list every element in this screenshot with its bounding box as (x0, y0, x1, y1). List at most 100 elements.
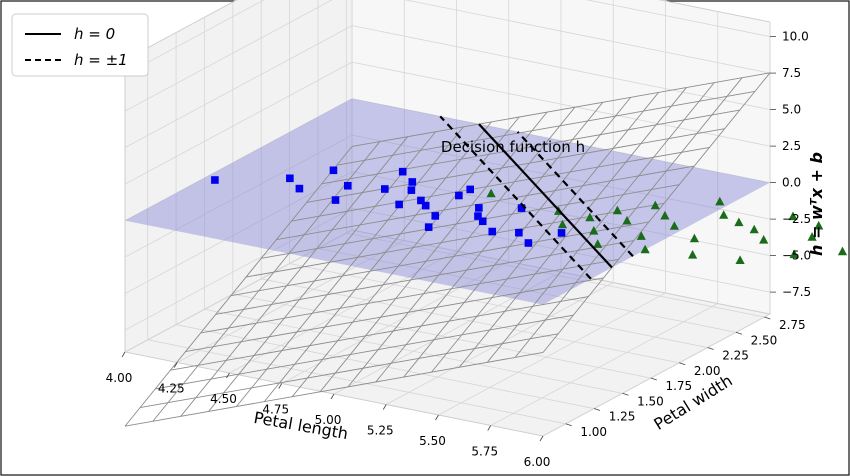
x-tick-mark (121, 351, 126, 358)
point-class0 (395, 200, 403, 209)
zero-plane-layer (125, 98, 770, 305)
y-tick-label: 1.50 (637, 394, 664, 408)
back-grid-z (585, 0, 771, 37)
point-class1 (814, 220, 824, 230)
surface-line-x (263, 121, 492, 402)
y-tick-mark (622, 392, 629, 396)
x-tick-label: 5.25 (367, 424, 394, 438)
scatter-points (211, 166, 848, 264)
surface-line-x (431, 92, 659, 373)
point-class1 (650, 200, 660, 210)
point-class0 (478, 217, 487, 226)
surface-line-y (351, 72, 771, 147)
point-class0 (466, 185, 474, 194)
point-class0 (331, 196, 340, 204)
point-class1 (734, 217, 744, 227)
floor-grid-x (124, 229, 353, 353)
point-class0 (515, 228, 523, 237)
point-class1 (589, 226, 599, 235)
surface-line-x (180, 136, 409, 417)
z-tick-label: 10.0 (782, 30, 809, 44)
point-class1 (622, 215, 632, 225)
x-tick-mark (330, 393, 335, 400)
surface-line-y (276, 165, 695, 241)
floor-grid-x (386, 282, 614, 405)
left-grid-z (124, 61, 353, 185)
z-tick-label: 7.5 (782, 66, 801, 80)
floor-grid-y (289, 263, 708, 348)
point-class1 (759, 235, 769, 244)
surface-line-x (236, 126, 464, 407)
floor-grid-y (204, 308, 623, 394)
annotation-decision-function: Decision function h (441, 138, 585, 156)
z-tick-label: 5.0 (782, 103, 801, 117)
y-tick-label: 2.00 (694, 364, 721, 378)
legend-label-h0: h = 0 (74, 25, 115, 43)
point-class0 (417, 196, 425, 205)
point-class0 (343, 181, 352, 190)
surface-line-y (215, 240, 634, 315)
surface-line-y (170, 296, 589, 371)
legend: h = 0 h = ±1 (11, 13, 149, 77)
point-class1 (593, 239, 603, 248)
floor-grid-x (438, 292, 666, 416)
z-axis-label: h = wᵀx + b (807, 152, 826, 256)
left-grid-z (124, 171, 353, 294)
y-tick-label: 2.50 (751, 333, 778, 347)
point-class1 (636, 231, 646, 240)
floor-grid-x (542, 313, 771, 437)
surface-line-x (347, 106, 576, 388)
point-class0 (286, 174, 294, 183)
point-class0 (407, 186, 416, 194)
point-class0 (381, 185, 389, 193)
x-tick-label: 4.75 (262, 403, 289, 417)
point-class0 (488, 227, 497, 236)
surface-line-y (261, 184, 680, 259)
point-class1 (612, 205, 622, 215)
surface-line-x (152, 141, 381, 422)
z-tick-label: −5.0 (782, 249, 811, 263)
point-class1 (557, 219, 568, 229)
point-class1 (837, 246, 848, 256)
floor-grid-y (261, 278, 680, 364)
left-grid-z (124, 25, 353, 148)
z-tick-label: 0.0 (782, 176, 801, 190)
decision-lines (439, 115, 634, 280)
surface-line-y (124, 352, 544, 427)
y-tick-label: 2.25 (722, 349, 749, 363)
left-grid-z (124, 207, 353, 331)
point-class0 (557, 229, 566, 237)
point-class0 (475, 204, 483, 212)
point-class0 (295, 184, 304, 193)
surface-line-x (486, 82, 715, 363)
surface-line-x (514, 77, 743, 358)
point-class1 (660, 210, 670, 220)
point-class1 (749, 224, 759, 234)
left-grid-z (124, 134, 353, 258)
x-tick-label: 4.00 (106, 371, 133, 385)
point-class1 (735, 255, 745, 264)
point-class0 (431, 212, 440, 220)
point-class1 (715, 196, 725, 206)
point-class1 (788, 211, 798, 221)
left-grid-z (124, 98, 353, 221)
point-class1 (719, 210, 729, 219)
point-class0 (455, 191, 463, 200)
surface-line-x (319, 111, 548, 393)
back-grid-z (351, 61, 771, 147)
surface-line-x (542, 72, 771, 353)
surface-line-y (185, 277, 604, 353)
x-tick-mark (382, 404, 387, 410)
y-tick-mark (764, 316, 771, 320)
x-tick-label: 4.50 (210, 392, 237, 406)
x-tick-label: 5.00 (315, 413, 342, 427)
y-tick-label: 1.75 (665, 379, 692, 393)
z-tick-label: −7.5 (782, 285, 811, 299)
surface-line-x (208, 131, 436, 412)
point-class0 (329, 166, 338, 175)
point-class1 (688, 250, 698, 259)
y-tick-mark (735, 331, 743, 335)
back-grid-z (351, 207, 771, 293)
x-tick-label: 5.75 (471, 445, 498, 459)
